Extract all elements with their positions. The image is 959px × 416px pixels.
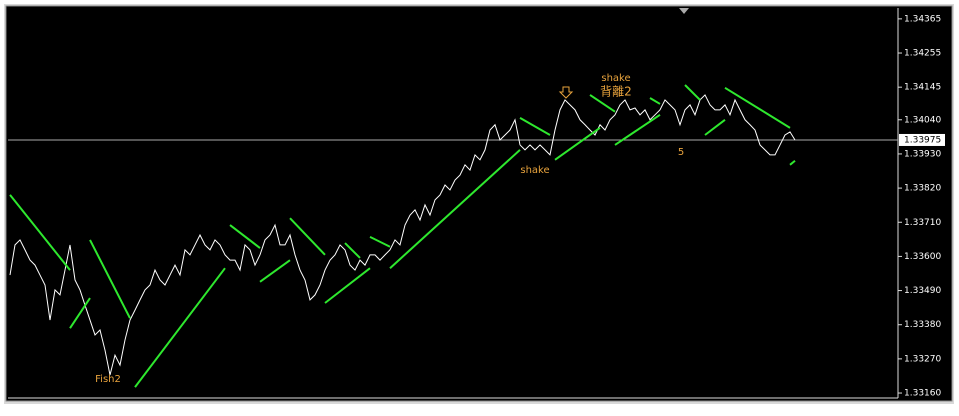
indicator-segment xyxy=(519,117,551,136)
indicator-segment xyxy=(324,267,371,304)
y-tick-label: 1.34365 xyxy=(904,14,941,24)
indicator-segment xyxy=(789,159,796,166)
indicator-segment xyxy=(259,259,291,283)
annotation: shake xyxy=(601,73,630,84)
indicator-segment xyxy=(229,224,261,249)
y-tick-label: 1.34040 xyxy=(904,115,941,125)
indicator-segment xyxy=(89,239,131,319)
y-tick-label: 1.33160 xyxy=(904,389,941,399)
y-tick-label: 1.33820 xyxy=(904,184,941,194)
current-price-box xyxy=(899,133,945,146)
indicator-segment xyxy=(704,118,726,136)
indicator-segment xyxy=(724,86,791,129)
indicator-segment xyxy=(134,267,226,388)
indicator-segment xyxy=(69,297,91,329)
indicator-segment xyxy=(9,194,71,271)
y-tick-label: 1.33710 xyxy=(904,218,941,228)
y-tick-label: 1.33600 xyxy=(904,252,941,262)
annotation: Fish2 xyxy=(95,374,121,385)
indicator-segment xyxy=(684,84,701,101)
indicator-segment xyxy=(589,94,616,113)
annotation: 5 xyxy=(678,147,684,158)
indicator-segment xyxy=(344,242,361,259)
current-price-label: 1.33975 xyxy=(904,135,941,145)
y-tick-label: 1.33380 xyxy=(904,320,941,330)
annotation: 背離2 xyxy=(600,85,632,99)
arrow-icon xyxy=(558,86,574,99)
indicator-segment xyxy=(369,235,391,248)
y-tick-label: 1.34145 xyxy=(904,83,941,93)
y-tick-label: 1.34255 xyxy=(904,49,941,59)
shift-marker xyxy=(679,8,689,14)
indicator-segment xyxy=(389,149,521,269)
annotation: shake xyxy=(520,165,549,176)
indicator-segment xyxy=(289,217,326,256)
y-tick-label: 1.33930 xyxy=(904,149,941,159)
indicator-segment xyxy=(649,97,661,105)
chart-background xyxy=(5,5,953,402)
y-tick-label: 1.33270 xyxy=(904,354,941,364)
price-line xyxy=(9,94,796,376)
indicator-segment xyxy=(554,127,601,161)
y-tick-label: 1.33490 xyxy=(904,286,941,296)
indicator-segment xyxy=(614,113,661,146)
